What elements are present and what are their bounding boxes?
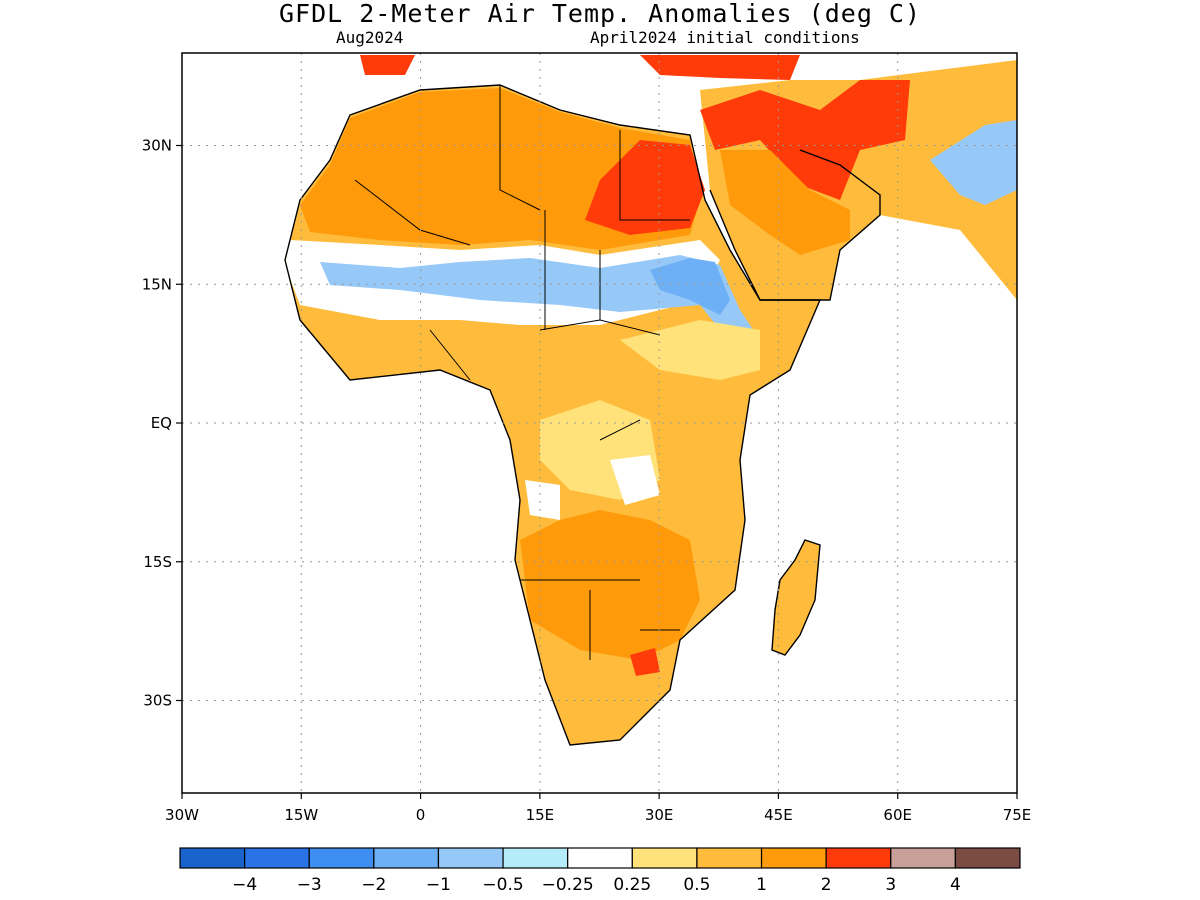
map-title: GFDL 2-Meter Air Temp. Anomalies (deg C) bbox=[278, 0, 922, 28]
colorbar-label: −0.5 bbox=[482, 875, 523, 895]
colorbar-label: 4 bbox=[950, 875, 961, 895]
colorbar-swatch bbox=[244, 847, 310, 869]
colorbar: −4 −3 −2 −1 −0.5 −0.25 0.25 0.5 1 2 3 4 bbox=[179, 847, 1021, 895]
y-tick-label: 30S bbox=[143, 692, 172, 710]
colorbar-label: 3 bbox=[885, 875, 896, 895]
x-tick-label: 15E bbox=[526, 806, 555, 824]
colorbar-swatch bbox=[567, 847, 633, 869]
x-tick-label: 0 bbox=[416, 806, 426, 824]
y-tick-label: 30N bbox=[142, 137, 172, 155]
longitude-axis: 30W 15W 0 15E 30E 45E 60E 75E bbox=[165, 793, 1031, 824]
colorbar-label: −0.25 bbox=[542, 875, 594, 895]
arabia-coastline bbox=[709, 149, 881, 301]
colorbar-swatch bbox=[954, 847, 1021, 869]
egypt-sudan-hotspot bbox=[585, 140, 705, 235]
colorbar-label: −1 bbox=[426, 875, 451, 895]
sahel-cold-core bbox=[650, 258, 730, 315]
iran-cool-band bbox=[930, 120, 1017, 205]
border-lines bbox=[354, 85, 690, 660]
x-tick-label: 75E bbox=[1003, 806, 1032, 824]
x-tick-label: 15W bbox=[284, 806, 318, 824]
colorbar-swatch bbox=[308, 847, 375, 869]
y-tick-label: 15S bbox=[143, 553, 172, 571]
coastlines bbox=[284, 84, 881, 746]
initial-conditions: April2024 initial conditions bbox=[590, 28, 860, 47]
colorbar-label: −3 bbox=[297, 875, 322, 895]
colorbar-swatch bbox=[631, 847, 698, 869]
europe-hotspot bbox=[640, 55, 800, 80]
colorbar-label: 0.5 bbox=[683, 875, 710, 895]
colorbar-label: −4 bbox=[232, 875, 257, 895]
sahel-cool-band bbox=[320, 255, 760, 355]
colorbar-swatch bbox=[890, 847, 956, 869]
colorbar-swatch bbox=[696, 847, 763, 869]
congo-white-patch bbox=[610, 455, 660, 505]
angola-white-patch bbox=[525, 480, 560, 520]
y-tick-label: EQ bbox=[151, 414, 172, 432]
south-africa-hotspot bbox=[630, 648, 660, 676]
colorbar-label: 1 bbox=[756, 875, 767, 895]
x-tick-label: 30E bbox=[645, 806, 674, 824]
x-tick-label: 60E bbox=[883, 806, 912, 824]
colorbar-swatch bbox=[373, 847, 440, 869]
africa-coastline bbox=[284, 84, 822, 746]
colorbar-label: −2 bbox=[361, 875, 386, 895]
ethiopia-pale-zone bbox=[620, 320, 760, 380]
iberia-hotspot bbox=[360, 55, 415, 75]
x-tick-label: 45E bbox=[764, 806, 793, 824]
latitude-axis: 30N 15N EQ 15S 30S bbox=[142, 137, 182, 710]
x-tick-label: 30W bbox=[165, 806, 199, 824]
colorbar-label: 2 bbox=[821, 875, 832, 895]
colorbar-swatch bbox=[760, 847, 827, 869]
graticule bbox=[182, 53, 1017, 793]
colorbar-swatch bbox=[825, 847, 892, 869]
colorbar-swatch bbox=[437, 847, 504, 869]
forecast-month: Aug2024 bbox=[336, 28, 404, 47]
colorbar-swatch bbox=[502, 847, 569, 869]
southern-africa-warm bbox=[520, 510, 700, 660]
colorbar-label: 0.25 bbox=[613, 875, 651, 895]
middle-east-warm bbox=[720, 150, 850, 255]
colorbar-swatch bbox=[179, 847, 246, 869]
middle-east-hotspot bbox=[700, 80, 910, 200]
y-tick-label: 15N bbox=[142, 275, 172, 293]
madagascar-anomaly bbox=[771, 539, 821, 656]
anomaly-field bbox=[285, 55, 1017, 745]
